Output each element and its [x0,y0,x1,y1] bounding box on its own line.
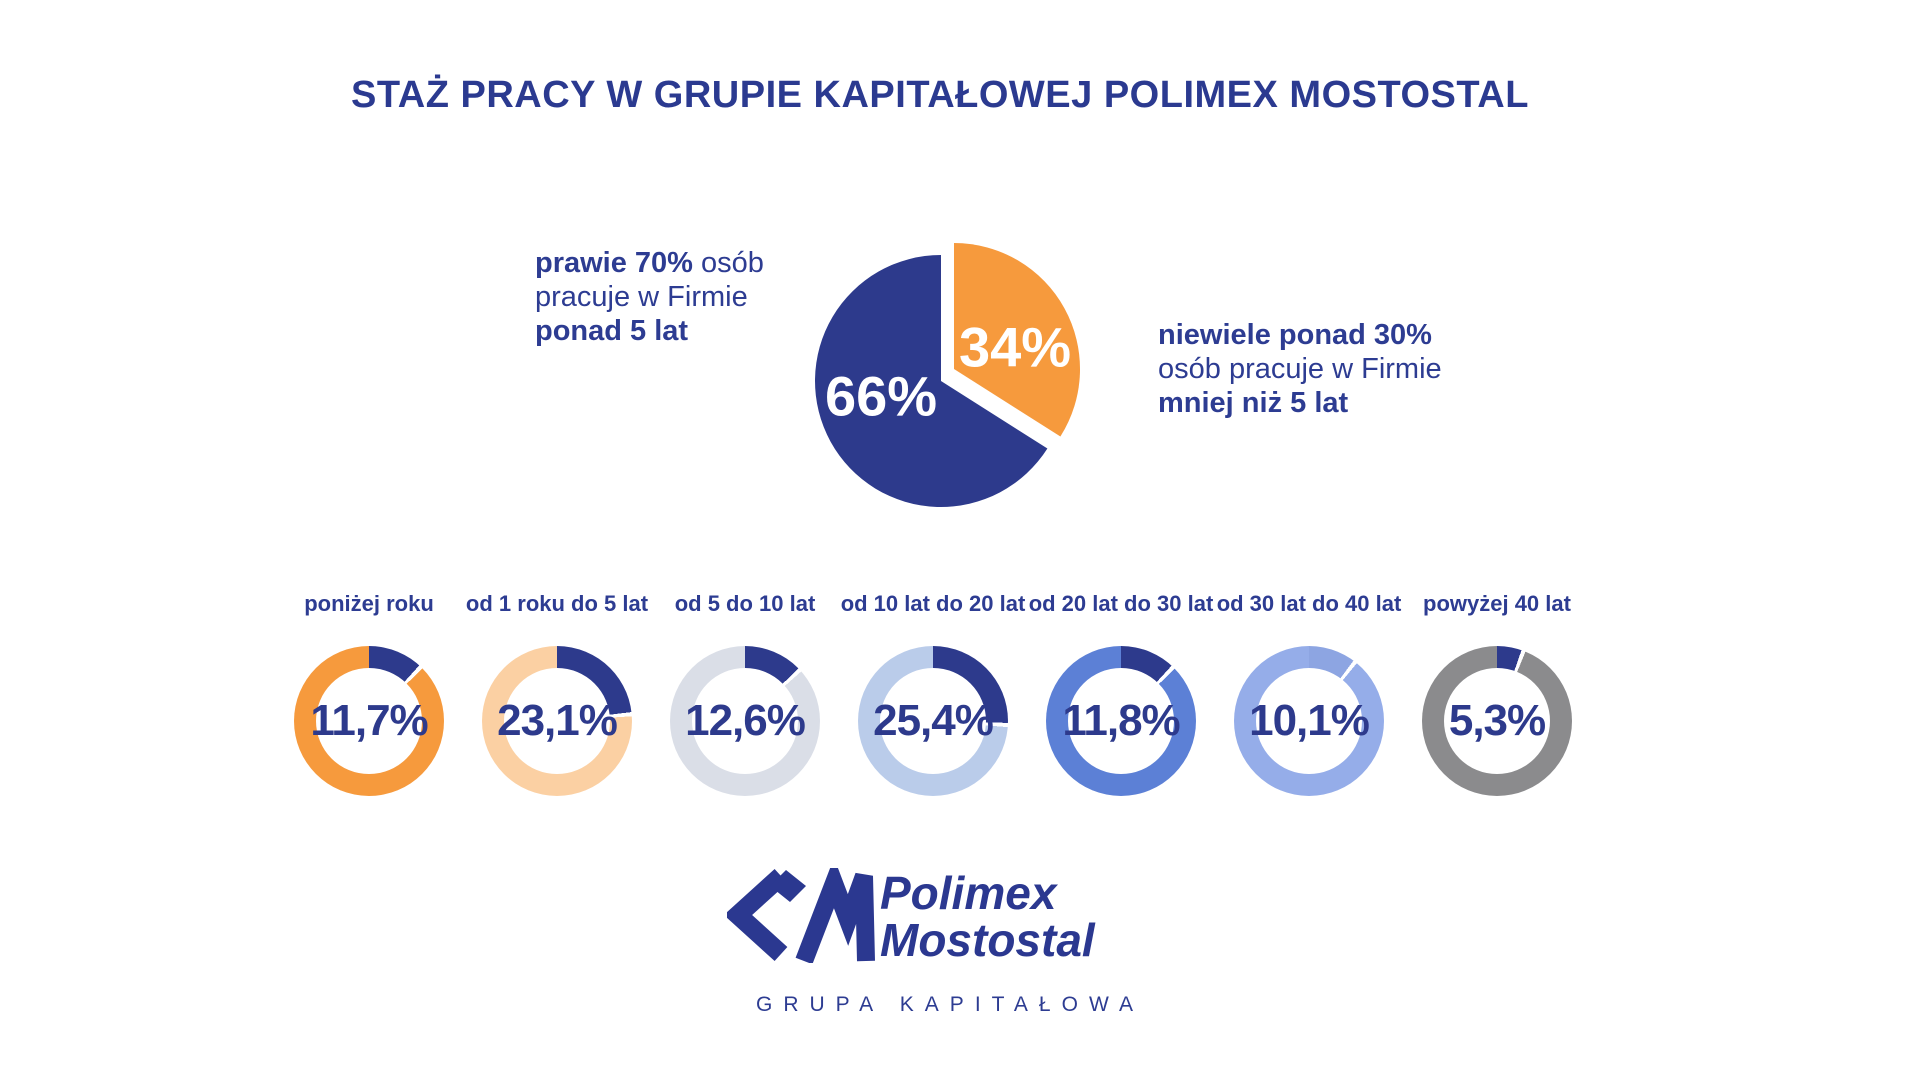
pie-slice-over-5-years [815,255,1048,507]
donut-value: 12,6% [685,696,806,745]
tenure-donut-row: poniżej roku 11,7% od 1 roku do 5 lat 23… [276,590,1590,796]
donut-chart: 11,8% [1046,646,1196,796]
donut-group-5-to-10-years: od 5 do 10 lat 12,6% [652,590,838,796]
logo-subtitle: GRUPA KAPITAŁOWA [756,993,1144,1016]
note-bold-text: prawie 70% [535,247,693,279]
donut-value: 10,1% [1249,696,1370,745]
donut-chart: 5,3% [1422,646,1572,796]
donut-chart: 11,7% [294,646,444,796]
note-over-5-years: prawie 70% osób pracuje w Firmie ponad 5… [535,246,835,348]
donut-hole [504,668,610,774]
donut-chart: 10,1% [1234,646,1384,796]
donut-label: od 30 lat do 40 lat [1216,591,1402,616]
page-title: STAŻ PRACY W GRUPIE KAPITAŁOWEJ POLIMEX … [351,74,1529,116]
donut-value: 11,7% [310,696,428,745]
logo-name-line2: Mostostal [880,914,1095,966]
donut-chart: 12,6% [670,646,820,796]
donut-hole [1444,668,1550,774]
note-line: prawie 70% osób [535,246,835,280]
note-line: mniej niż 5 lat [1158,387,1349,419]
logo-wordmark: Polimex Mostostal [880,870,1300,964]
pie-slice-under-5-years [949,237,1085,444]
donut-hole [692,668,798,774]
pie-value-66: 66% [825,365,937,428]
logo-diamond-shape [770,870,806,902]
donut-hole [316,668,422,774]
donut-label: od 10 lat do 20 lat [840,591,1026,616]
donut-label: od 1 roku do 5 lat [465,591,649,616]
donut-group-1-to-5-years: od 1 roku do 5 lat 23,1% [464,590,650,796]
donut-label: poniżej roku [304,591,434,616]
tenure-pie-chart: 66% 34% [805,235,1095,515]
note-line: ponad 5 lat [535,315,689,347]
donut-hole [880,668,986,774]
pie-value-34: 34% [959,316,1071,379]
logo-chevron-shape [723,868,788,962]
donut-group-20-to-30-years: od 20 lat do 30 lat 11,8% [1028,590,1214,796]
donut-value: 11,8% [1062,696,1180,745]
note-line: osób pracuje w Firmie [1158,353,1442,385]
note-line: niewiele ponad 30% [1158,319,1432,351]
donut-group-over-40-years: powyżej 40 lat 5,3% [1404,590,1590,796]
polimex-chevron-m-logo-icon [723,857,877,968]
note-line: pracuje w Firmie [535,281,748,313]
pie-svg: 66% 34% [815,237,1085,507]
donut-value: 23,1% [497,696,618,745]
donut-label: powyżej 40 lat [1423,591,1571,616]
donut-chart: 25,4% [858,646,1008,796]
donut-hole [1068,668,1174,774]
logo-name-line1: Polimex [880,867,1057,919]
donut-hole [1256,668,1362,774]
donut-value: 5,3% [1448,696,1546,745]
donut-value: 25,4% [873,696,994,745]
logo-m-shape [795,857,875,965]
note-under-5-years: niewiele ponad 30% osób pracuje w Firmie… [1158,318,1488,420]
donut-group-30-to-40-years: od 30 lat do 40 lat 10,1% [1216,590,1402,796]
note-regular-text: osób [692,247,764,279]
donut-chart: 23,1% [482,646,632,796]
donut-label: od 20 lat do 30 lat [1028,591,1214,616]
donut-group-10-to-20-years: od 10 lat do 20 lat 25,4% [840,590,1026,796]
donut-group-below-1-year: poniżej roku 11,7% [276,590,462,796]
donut-label: od 5 do 10 lat [674,591,816,616]
